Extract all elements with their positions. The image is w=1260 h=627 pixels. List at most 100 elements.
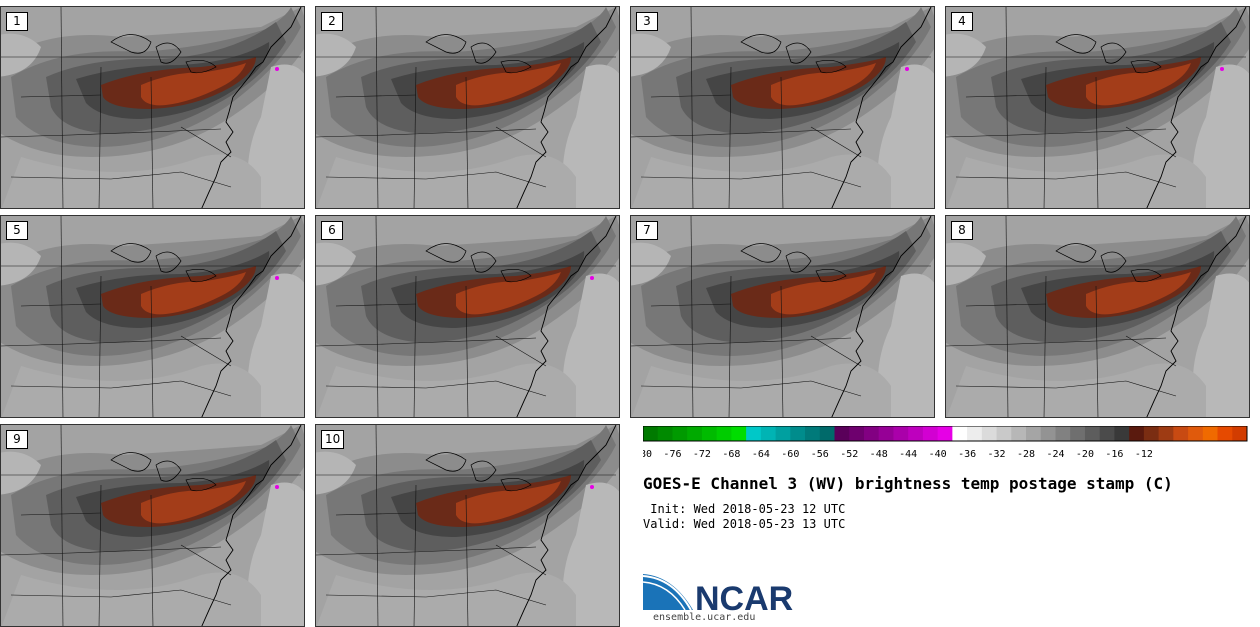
colorbar-segment — [687, 426, 703, 441]
moist-patch-east — [877, 64, 934, 208]
wv-field-map — [631, 216, 934, 417]
colorbar-segment — [1129, 426, 1145, 441]
colorbar-segment — [760, 426, 777, 441]
colorbar-tick-label: -40 — [929, 449, 947, 460]
panel-number: 5 — [6, 221, 28, 240]
great-lakes — [425, 243, 532, 283]
moist-patch-east — [877, 273, 934, 417]
panel-number: 2 — [321, 12, 343, 31]
colorbar-tick-label: -36 — [958, 449, 976, 460]
colorbar-tick-label: -56 — [811, 449, 829, 460]
colorbar-segment — [672, 426, 688, 441]
great-lakes — [740, 243, 847, 283]
postage-stamp-panel: 2 — [315, 6, 620, 209]
warm-band-inner — [456, 63, 561, 106]
colorbar-segment — [1114, 426, 1130, 441]
wv-field-map — [946, 216, 1249, 417]
moist-patch — [946, 242, 986, 286]
moist-patch-east — [1192, 273, 1249, 417]
map-title: GOES-E Channel 3 (WV) brightness temp po… — [643, 474, 1173, 493]
postage-stamp-panel: 9 — [0, 424, 305, 627]
moist-patch-east — [247, 482, 304, 626]
colorbar-segment — [908, 426, 924, 441]
postage-stamp-panel: 1 — [0, 6, 305, 209]
wv-field-map — [316, 425, 619, 626]
state-boundaries — [946, 7, 1246, 208]
warm-band-inner — [456, 272, 561, 315]
moist-patch-east — [562, 64, 619, 208]
colorbar-segment — [1173, 426, 1189, 441]
colorbar-segment — [1188, 426, 1204, 441]
colorbar-segment — [922, 426, 939, 441]
postage-stamp-panel: 10 — [315, 424, 620, 627]
postage-stamp-panel: 6 — [315, 215, 620, 418]
moist-patch-south — [946, 154, 1206, 208]
panel-number: 1 — [6, 12, 28, 31]
colorbar-segment — [834, 426, 850, 441]
moist-patch-south — [316, 154, 576, 208]
moist-patch — [316, 451, 356, 495]
colorbar-segment — [981, 426, 998, 441]
moist-patch-south — [946, 363, 1206, 417]
colorbar-tick-label: -60 — [781, 449, 799, 460]
warm-band-inner — [141, 481, 246, 524]
colorbar-tick-label: -72 — [693, 449, 711, 460]
colorbar-segment — [996, 426, 1012, 441]
colorbar-segment — [967, 426, 983, 441]
postage-stamp-panel: 8 — [945, 215, 1250, 418]
warm-band-inner — [771, 63, 876, 106]
warm-band-inner — [1086, 63, 1191, 106]
colorbar-tick-label: -76 — [663, 449, 681, 460]
colorbar-segment — [863, 426, 880, 441]
colorbar-segment — [746, 426, 762, 441]
colorbar-segment — [657, 426, 673, 441]
valid-time: Valid: Wed 2018-05-23 13 UTC — [643, 517, 846, 531]
colorbar-segment — [731, 426, 747, 441]
state-boundaries — [631, 7, 931, 208]
moist-patch — [1, 33, 41, 77]
colorbar-segment — [701, 426, 718, 441]
colorbar-segment — [952, 426, 968, 441]
colorbar-outline — [643, 426, 1248, 442]
state-boundaries — [1, 7, 301, 208]
colorbar-segment — [893, 426, 909, 441]
colorbar-tick-label: -16 — [1105, 449, 1123, 460]
colorbar-segment — [937, 426, 953, 441]
colorbar-tick-label: -52 — [840, 449, 858, 460]
postage-stamp-panel: 5 — [0, 215, 305, 418]
colorbar-segment — [819, 426, 836, 441]
magenta-spot — [1220, 67, 1224, 71]
coastline — [516, 216, 617, 417]
colorbar-segment — [790, 426, 806, 441]
ncar-logo: NCAR — [643, 574, 793, 614]
colorbar-tick-label: -44 — [899, 449, 917, 460]
colorbar-tick-label: -28 — [1017, 449, 1035, 460]
colorbar-segment — [1232, 426, 1248, 441]
magenta-spot — [590, 485, 594, 489]
colorbar-segment — [1026, 426, 1042, 441]
great-lakes — [110, 243, 217, 283]
colorbar-segment — [1084, 426, 1101, 441]
panel-number: 3 — [636, 12, 658, 31]
magenta-spot — [905, 67, 909, 71]
coastline — [201, 7, 302, 208]
great-lakes — [425, 452, 532, 492]
great-lakes — [110, 34, 217, 74]
colorbar-tick-label: -64 — [752, 449, 770, 460]
panel-number: 7 — [636, 221, 658, 240]
moist-patch-south — [1, 154, 261, 208]
colorbar-segment — [1143, 426, 1160, 441]
wv-field-map — [1, 425, 304, 626]
colorbar-segment — [1099, 426, 1115, 441]
great-lakes — [1055, 34, 1162, 74]
ncar-swoosh-icon — [643, 574, 693, 610]
state-boundaries — [316, 216, 616, 417]
great-lakes — [740, 34, 847, 74]
moist-patch-east — [247, 64, 304, 208]
colorbar-segment — [805, 426, 821, 441]
state-boundaries — [946, 216, 1246, 417]
moist-patch-east — [247, 273, 304, 417]
colorbar-tick-label: -20 — [1076, 449, 1094, 460]
magenta-spot — [590, 276, 594, 280]
moist-patch-east — [562, 273, 619, 417]
